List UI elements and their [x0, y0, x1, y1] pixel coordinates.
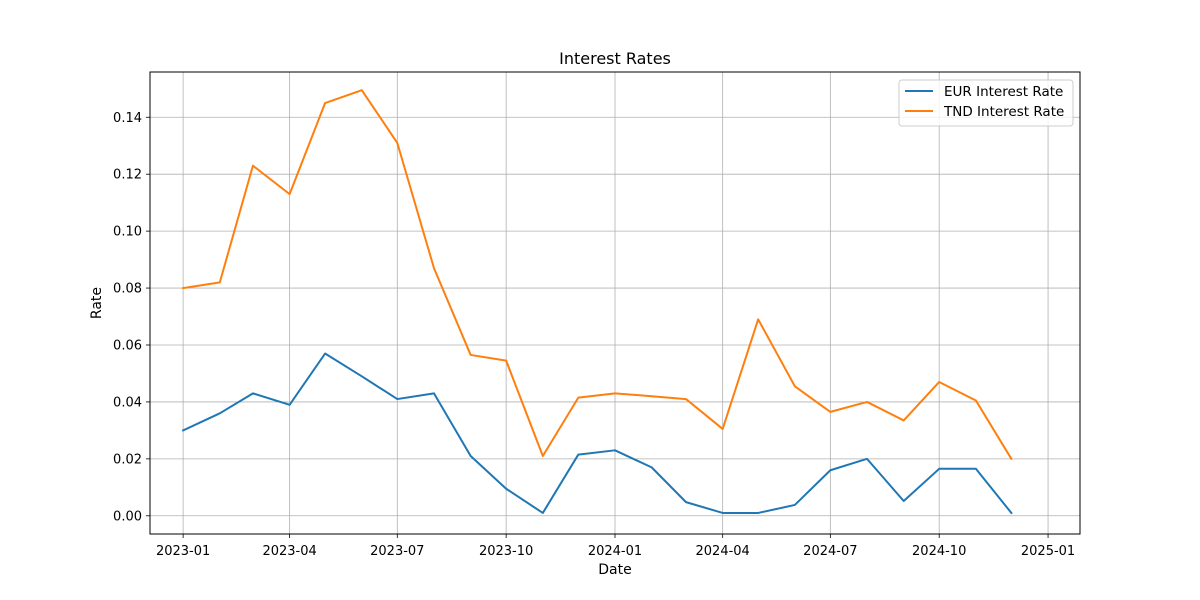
y-tick-label: 0.02 — [113, 452, 142, 467]
x-axis-ticks: 2023-01 2023-04 2023-07 2023-10 2024-01 2024-… — [156, 534, 1075, 559]
y-tick-label: 0.08 — [113, 282, 142, 297]
y-axis-ticks: 0.00 0.02 0.04 0.06 0.08 0.10 0.12 0.14 — [113, 111, 150, 524]
legend: EUR Interest Rate TND Interest Rate — [898, 79, 1074, 127]
x-tick-label: 2023-07 — [370, 544, 424, 559]
x-axis-title: Date — [598, 562, 631, 578]
y-tick-label: 0.04 — [113, 395, 142, 410]
legend-box — [898, 79, 1074, 127]
chart-title: Interest Rates — [559, 49, 671, 68]
y-tick-label: 0.10 — [113, 225, 142, 240]
x-tick-label: 2023-04 — [262, 544, 316, 559]
grid-lines — [150, 72, 1080, 534]
legend-label-eur: EUR Interest Rate — [944, 84, 1063, 100]
x-tick-label: 2024-01 — [588, 544, 642, 559]
x-tick-label: 2024-07 — [803, 544, 857, 559]
y-tick-label: 0.14 — [113, 111, 142, 126]
legend-label-tnd: TND Interest Rate — [943, 104, 1064, 120]
series-line-eur — [181, 352, 1013, 515]
y-tick-label: 0.00 — [113, 509, 142, 524]
series-line-tnd — [181, 89, 1013, 461]
y-tick-label: 0.12 — [113, 168, 142, 183]
x-tick-label: 2025-01 — [1021, 544, 1075, 559]
x-tick-label: 2023-01 — [156, 544, 210, 559]
y-axis-title: Rate — [89, 287, 105, 319]
x-tick-label: 2024-04 — [696, 544, 750, 559]
series-lines — [181, 89, 1013, 515]
x-tick-label: 2024-10 — [912, 544, 966, 559]
x-tick-label: 2023-10 — [479, 544, 533, 559]
y-tick-label: 0.06 — [113, 338, 142, 353]
